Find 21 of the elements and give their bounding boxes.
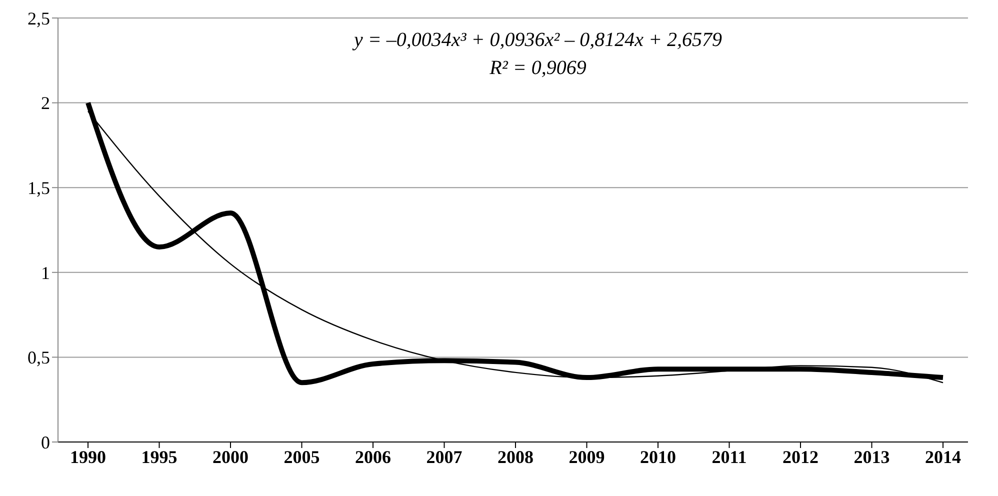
y-tick-label: 1 bbox=[41, 262, 50, 283]
y-tick-label: 1,5 bbox=[28, 178, 50, 198]
x-tick-label: 2000 bbox=[212, 446, 248, 467]
x-tick-label: 2009 bbox=[568, 446, 605, 467]
x-tick-label: 1995 bbox=[141, 446, 178, 467]
x-tick-label: 2011 bbox=[712, 446, 747, 467]
annotation: y = –0,0034x³ + 0,0936x² – 0,8124x + 2,6579 bbox=[351, 28, 723, 53]
x-tick-label: 2014 bbox=[925, 446, 961, 467]
x-tick-label: 2007 bbox=[426, 446, 462, 467]
x-tick-label: 2006 bbox=[355, 446, 391, 467]
x-tick-label: 2010 bbox=[640, 446, 676, 467]
x-tick-label: 2008 bbox=[498, 446, 534, 467]
x-tick-label: 2012 bbox=[782, 446, 818, 467]
annotation: R² = 0,9069 bbox=[488, 56, 588, 81]
y-tick-label: 0 bbox=[41, 432, 50, 452]
y-tick-label: 2,5 bbox=[28, 8, 50, 28]
y-tick-label: 2 bbox=[41, 93, 50, 114]
x-tick-label: 2005 bbox=[284, 446, 320, 467]
x-tick-label: 2013 bbox=[854, 446, 890, 467]
x-tick-label: 1990 bbox=[70, 446, 106, 467]
y-tick-label: 0,5 bbox=[28, 348, 50, 368]
